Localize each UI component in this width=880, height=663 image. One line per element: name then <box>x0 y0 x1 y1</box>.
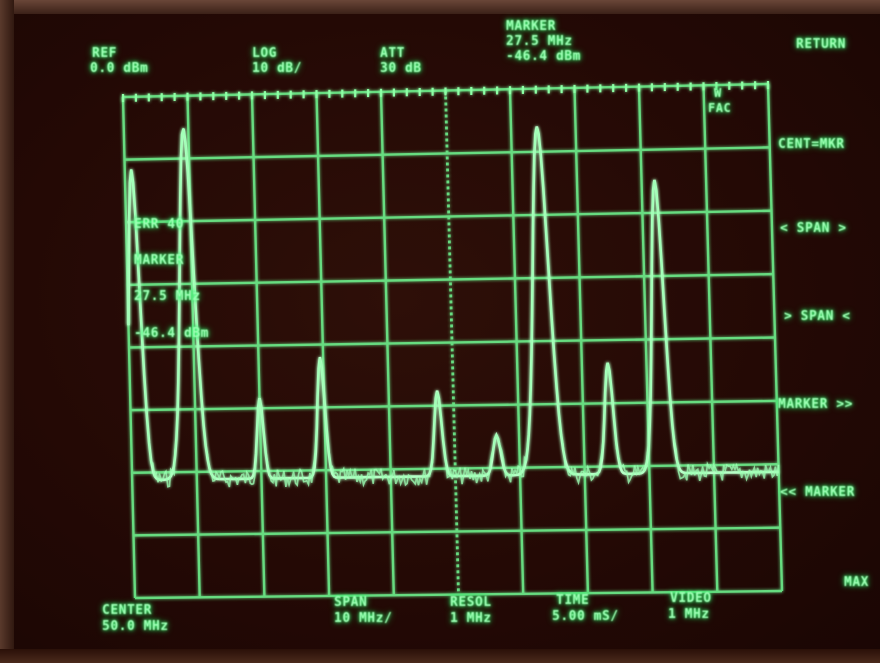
graticule-ticks <box>121 81 770 102</box>
overlay-line1: ERR 40 <box>134 217 184 232</box>
graticule-grid <box>121 82 784 600</box>
graticule-flag-line1: W <box>714 86 722 100</box>
graticule-flag-line2: FAC <box>708 101 732 115</box>
center-label: CENTER <box>102 603 152 618</box>
overlay-line2: MARKER <box>134 253 184 268</box>
video-label: VIDEO <box>670 591 712 606</box>
span-label: SPAN <box>334 595 368 610</box>
marker-label: MARKER <box>506 19 556 34</box>
ref-label: REF <box>92 46 117 61</box>
resol-value: 1 MHz <box>450 611 492 626</box>
marker-freq: 27.5 MHz <box>506 34 573 49</box>
att-value: 30 dB <box>380 61 422 76</box>
softkey-max[interactable]: MAX <box>844 575 869 590</box>
log-label: LOG <box>252 46 277 61</box>
graticule-line <box>133 526 781 537</box>
softkey-marker-prev[interactable]: << MARKER <box>780 485 855 500</box>
marker-level: -46.4 dBm <box>506 49 581 64</box>
graticule-line <box>130 399 777 412</box>
softkey-return[interactable]: RETURN <box>796 37 846 52</box>
graticule-line <box>124 146 770 161</box>
graticule-line <box>125 209 772 224</box>
graticule-line <box>131 463 779 474</box>
bezel-bottom <box>0 649 880 663</box>
overlay-line3: 27.5 MHz <box>134 289 201 304</box>
resol-label: RESOL <box>450 595 492 610</box>
center-value: 50.0 MHz <box>102 619 169 634</box>
time-value: 5.00 mS/ <box>552 609 619 624</box>
graticule-line <box>134 589 783 600</box>
ref-value: 0.0 dBm <box>90 61 149 76</box>
span-value: 10 MHz/ <box>334 611 393 626</box>
bezel-left <box>0 0 14 663</box>
video-value: 1 MHz <box>668 607 710 622</box>
noise-floor <box>127 127 780 488</box>
softkey-span-down[interactable]: > SPAN < <box>784 309 851 324</box>
overlay-line4: -46.4 dBm <box>134 326 209 341</box>
time-label: TIME <box>556 593 590 608</box>
softkey-span-up[interactable]: < SPAN > <box>780 221 847 236</box>
softkey-cent-mkr[interactable]: CENT=MKR <box>778 137 845 152</box>
att-label: ATT <box>380 46 405 61</box>
bezel-top <box>0 0 880 14</box>
softkey-marker-next[interactable]: MARKER >> <box>778 397 853 412</box>
graticule-line <box>127 272 774 287</box>
log-value: 10 dB/ <box>252 61 302 76</box>
